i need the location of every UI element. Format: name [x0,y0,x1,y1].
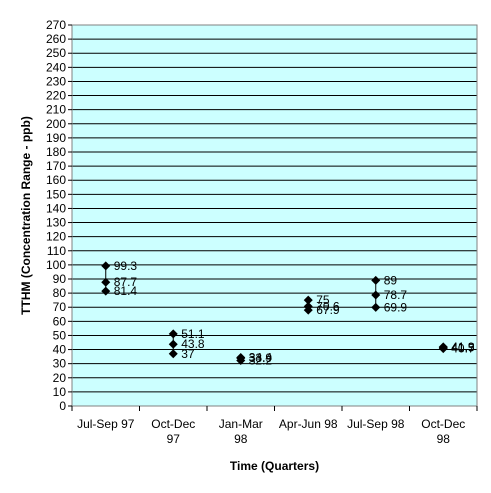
y-tick-label: 180 [46,145,66,159]
y-tick-label: 70 [53,300,67,314]
data-label: 78.7 [384,288,408,302]
y-tick-label: 220 [46,89,66,103]
y-tick-label: 130 [46,216,66,230]
data-label: 70.6 [316,299,340,313]
y-tick-label: 200 [46,117,66,131]
y-tick-label: 160 [46,173,66,187]
y-tick-label: 190 [46,131,66,145]
y-tick-label: 50 [53,328,67,342]
y-tick-label: 270 [46,18,66,32]
data-point-marker [101,277,111,287]
data-label: 87.7 [114,275,138,289]
data-point-marker [303,295,313,305]
x-tick-label: 98 [437,432,451,446]
data-point-marker [168,329,178,339]
data-label: 99.3 [114,259,138,273]
y-tick-label: 40 [53,343,67,357]
y-tick-label: 250 [46,46,66,60]
data-point-marker [438,344,448,354]
data-label: 33.9 [249,351,273,365]
y-tick-label: 20 [53,371,67,385]
y-tick-label: 120 [46,230,66,244]
data-point-marker [303,305,313,315]
x-tick-label: 98 [234,432,248,446]
gridlines [72,24,477,393]
data-points [101,261,448,366]
data-point-marker [371,302,381,312]
data-label: 34.4 [249,350,273,364]
x-tick-label: Oct-Dec [421,417,465,431]
y-tick-label: 260 [46,32,66,46]
data-label: 75 [316,293,330,307]
x-tick-label: Jul-Sep 98 [347,417,405,431]
data-labels: 99.3 87.781.4 51.143.837 34.433.932.2 7570.6… [114,259,475,368]
data-point-marker [168,349,178,359]
data-label: 37 [181,347,195,361]
x-tick-label: Jan-Mar [219,417,263,431]
y-tick-label: 90 [53,272,67,286]
data-point-marker [168,339,178,349]
data-point-marker [236,356,246,366]
y-tick-label: 60 [53,314,67,328]
x-tick-label: Jul-Sep 97 [77,417,135,431]
y-tick-label: 0 [59,399,66,413]
x-tick-label: 97 [167,432,181,446]
x-axis-title: Time (Quarters) [230,459,319,473]
y-tick-label: 110 [47,244,66,258]
y-tick-label: 210 [46,103,66,117]
data-point-marker [371,275,381,285]
y-tick-label: 150 [46,187,66,201]
data-label: 43.8 [181,337,205,351]
y-tick-label: 10 [53,385,67,399]
y-axis-title: TTHM (Concentration Range - ppb) [19,116,33,315]
y-tick-label: 80 [53,286,67,300]
x-tick-label: Apr-Jun 98 [279,417,338,431]
y-tick-label: 140 [46,201,66,215]
data-point-marker [371,290,381,300]
data-label: 32.2 [249,354,273,368]
x-tick-label: Oct-Dec [151,417,195,431]
data-label: 51.1 [181,327,205,341]
data-point-marker [101,261,111,271]
y-tick-label: 240 [46,60,66,74]
y-axis-ticks: 0102030405060708090100110120130140150160… [46,18,72,413]
data-point-marker [101,286,111,296]
y-tick-label: 230 [46,74,66,88]
y-tick-label: 170 [46,159,66,173]
data-label: 81.4 [114,284,138,298]
data-label: 41.5 [451,340,475,354]
y-tick-label: 30 [53,357,67,371]
data-label: 69.9 [384,300,408,314]
plot-area [72,25,477,406]
y-tick-label: 100 [46,258,66,272]
data-label: 67.9 [316,303,340,317]
data-label: 40.7 [451,342,475,356]
data-label: 41.9 [451,340,475,354]
data-label: 89 [384,273,398,287]
